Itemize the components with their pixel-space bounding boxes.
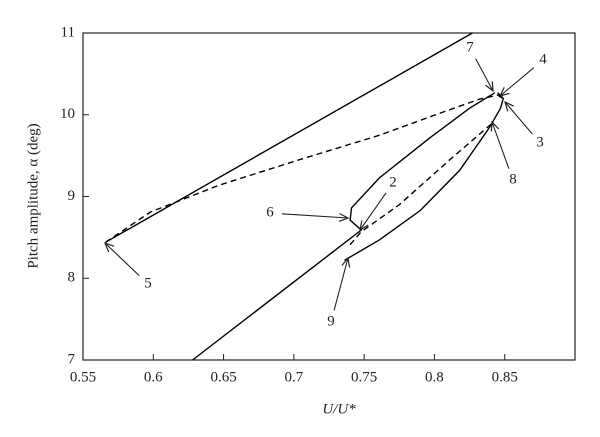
curve bbox=[344, 92, 505, 261]
annotation: 9 bbox=[327, 313, 335, 329]
x-tick-label: 0.55 bbox=[70, 369, 96, 385]
annotation-arrow bbox=[360, 192, 387, 230]
plot-frame bbox=[82, 32, 576, 361]
y-tick-label: 7 bbox=[68, 351, 76, 367]
annotation: 5 bbox=[144, 275, 152, 291]
curve bbox=[105, 94, 506, 243]
curve bbox=[105, 32, 473, 243]
y-tick-label: 9 bbox=[68, 188, 76, 204]
x-tick-label: 0.7 bbox=[284, 369, 303, 385]
annotation-arrow bbox=[492, 122, 510, 169]
annotation-arrow bbox=[500, 67, 535, 96]
annotation-arrow bbox=[281, 214, 348, 218]
x-tick-label: 0.75 bbox=[351, 369, 377, 385]
annotation-arrow bbox=[505, 102, 533, 135]
x-tick-label: 0.85 bbox=[492, 369, 518, 385]
annotation-arrow bbox=[475, 58, 493, 91]
y-tick-label: 11 bbox=[61, 24, 75, 40]
y-axis-label: Pitch amplitude, α (deg) bbox=[25, 123, 41, 268]
curve bbox=[349, 121, 494, 246]
x-tick-label: 0.6 bbox=[144, 369, 163, 385]
y-tick-label: 8 bbox=[68, 270, 76, 286]
annotation-arrow bbox=[333, 258, 348, 311]
x-tick-label: 0.65 bbox=[210, 369, 236, 385]
curve bbox=[192, 92, 496, 361]
x-axis-label: U/U* bbox=[322, 401, 356, 417]
annotation-arrow bbox=[105, 243, 140, 277]
annotation: 3 bbox=[536, 134, 544, 150]
annotation: 2 bbox=[389, 174, 397, 190]
x-tick-label: 0.8 bbox=[425, 369, 444, 385]
annotation: 6 bbox=[266, 204, 274, 220]
annotation: 4 bbox=[539, 51, 547, 67]
annotation: 8 bbox=[509, 171, 517, 187]
annotation: 7 bbox=[466, 39, 474, 55]
y-tick-label: 10 bbox=[60, 106, 75, 122]
